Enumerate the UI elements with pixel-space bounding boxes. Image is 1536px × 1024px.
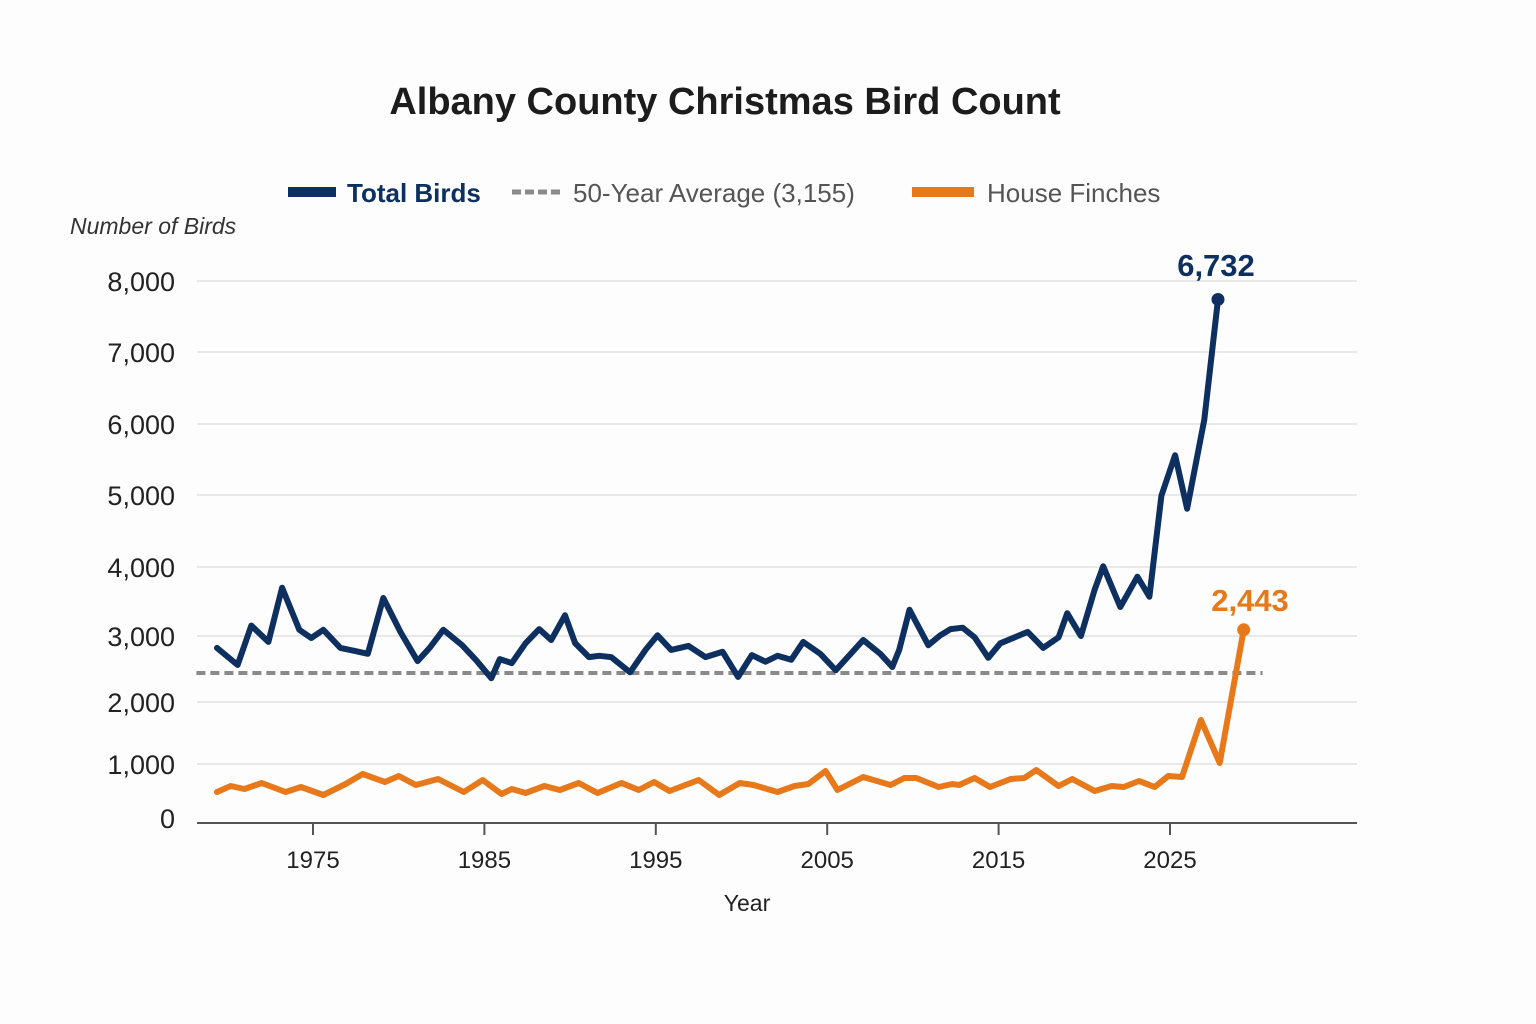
y-tick-label: 3,000 (107, 622, 175, 652)
y-tick-label: 0 (160, 804, 175, 834)
y-tick-label: 5,000 (107, 481, 175, 511)
legend-swatch-total-birds (288, 187, 336, 197)
x-axis-label: Year (724, 890, 771, 916)
x-ticks: 1975 1985 1995 2005 2015 2025 (286, 823, 1197, 874)
legend-label-average: 50-Year Average (3,155) (573, 178, 855, 208)
end-point-total-birds (1211, 292, 1225, 306)
end-point-house-finches (1237, 623, 1251, 637)
y-axis-label: Number of Birds (70, 213, 237, 239)
y-tick-labels: 0 1,000 2,000 3,000 4,000 5,000 6,000 7,000 8,00… (107, 267, 175, 834)
y-tick-label: 6,000 (107, 410, 175, 440)
y-tick-label: 2,000 (107, 688, 175, 718)
y-tick-label: 1,000 (107, 750, 175, 780)
legend-label-house-finches: House Finches (987, 178, 1160, 208)
legend: Total Birds 50-Year Average (3,155) Hous… (288, 178, 1160, 208)
y-tick-label: 7,000 (107, 338, 175, 368)
x-tick-label: 2025 (1143, 847, 1196, 874)
x-tick-label: 2005 (801, 847, 854, 874)
series-group (196, 292, 1263, 798)
series-line-total-birds (214, 296, 1221, 682)
chart-title: Albany County Christmas Bird Count (389, 81, 1061, 123)
x-tick-label: 1975 (286, 847, 339, 874)
legend-label-total-birds: Total Birds (347, 178, 481, 208)
house-finches-end-label: 2,443 (1211, 583, 1289, 618)
x-tick-label: 2015 (972, 847, 1025, 874)
x-tick-label: 1985 (458, 847, 511, 874)
x-tick-label: 1995 (629, 847, 682, 874)
y-tick-label: 8,000 (107, 267, 175, 297)
y-tick-label: 4,000 (107, 553, 175, 583)
legend-swatch-house-finches (912, 187, 974, 197)
total-birds-end-label: 6,732 (1177, 248, 1255, 283)
